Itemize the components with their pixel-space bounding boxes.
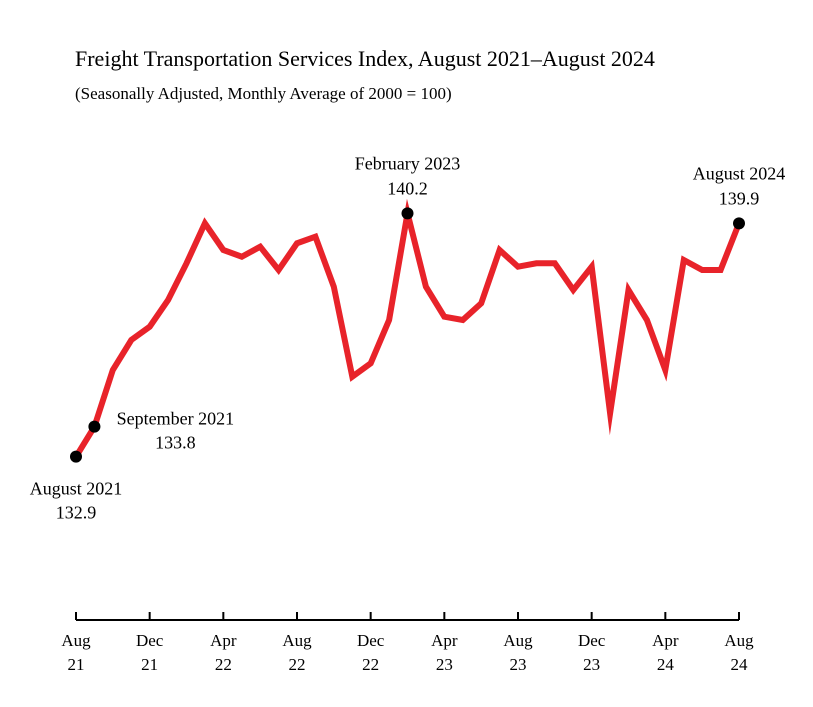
x-tick-label-month: Aug: [503, 631, 533, 650]
x-tick-label-year: 22: [362, 655, 379, 674]
x-tick-label-month: Apr: [652, 631, 679, 650]
annotation-value: 140.2: [387, 178, 428, 198]
annotation-label: September 2021: [117, 409, 234, 429]
x-tick-label-month: Dec: [578, 631, 606, 650]
data-point-marker: [401, 207, 414, 220]
annotation-label: August 2021: [30, 479, 123, 499]
annotation-label: August 2024: [693, 163, 786, 183]
x-tick-label-month: Dec: [357, 631, 385, 650]
x-tick-label-month: Aug: [724, 631, 754, 650]
x-tick-label-year: 24: [731, 655, 749, 674]
x-tick-label-month: Dec: [136, 631, 164, 650]
data-point-marker: [88, 420, 101, 433]
chart-title: Freight Transportation Services Index, A…: [75, 46, 655, 71]
data-point-marker: [70, 450, 82, 463]
x-tick-label-month: Aug: [282, 631, 312, 650]
annotation-value: 133.8: [155, 433, 196, 453]
x-tick-label-year: 22: [215, 655, 232, 674]
x-tick-label-year: 22: [289, 655, 306, 674]
x-tick-label-month: Aug: [61, 631, 91, 650]
x-tick-label-year: 23: [583, 655, 600, 674]
x-tick-label-year: 23: [436, 655, 453, 674]
x-tick-label-month: Apr: [210, 631, 237, 650]
chart-subtitle: (Seasonally Adjusted, Monthly Average of…: [75, 84, 452, 103]
x-tick-label-year: 21: [68, 655, 85, 674]
annotation-label: February 2023: [355, 153, 460, 173]
annotation-value: 139.9: [719, 188, 760, 208]
x-tick-label-month: Apr: [431, 631, 458, 650]
x-tick-label-year: 23: [510, 655, 527, 674]
data-point-marker: [733, 217, 745, 230]
x-axis: Aug 21 Dec 21 Apr 22 Aug 22 Dec 22 Apr 23 Aug 23 Dec 23…: [61, 612, 754, 674]
x-tick-label-year: 24: [657, 655, 675, 674]
annotation-group: August 2021 132.9 September 2021 133.8 Febru…: [30, 153, 786, 522]
marker-group: [70, 207, 745, 463]
annotation-value: 132.9: [56, 503, 97, 523]
x-tick-label-year: 21: [141, 655, 158, 674]
